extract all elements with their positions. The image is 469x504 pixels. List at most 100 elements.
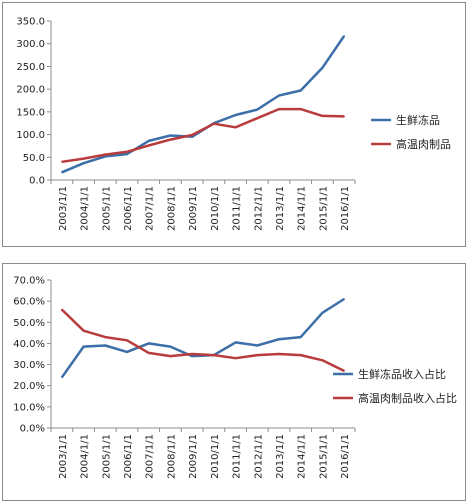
data-point bbox=[299, 336, 302, 338]
data-point bbox=[104, 344, 107, 347]
data-point bbox=[278, 94, 280, 97]
data-point bbox=[343, 370, 345, 372]
data-point bbox=[61, 171, 63, 174]
data-point bbox=[147, 144, 150, 147]
x-tick-label: 2016/1/1 bbox=[340, 434, 351, 479]
x-tick-label: 2003/1/1 bbox=[58, 186, 69, 231]
y-tick-label: 20.0% bbox=[13, 381, 45, 392]
data-point bbox=[169, 345, 172, 348]
data-point bbox=[61, 161, 63, 163]
data-point bbox=[191, 355, 193, 357]
x-tick-label: 2012/1/1 bbox=[253, 434, 264, 479]
data-point bbox=[278, 108, 280, 110]
data-point bbox=[82, 329, 85, 332]
y-tick-label: 150.0 bbox=[16, 107, 45, 118]
x-tick-label: 2015/1/1 bbox=[318, 186, 329, 231]
data-point bbox=[213, 122, 215, 125]
data-point bbox=[126, 351, 128, 353]
data-point bbox=[126, 153, 128, 155]
data-point bbox=[299, 108, 302, 110]
x-tick-label: 2009/1/1 bbox=[188, 434, 199, 479]
data-point bbox=[321, 311, 324, 314]
data-point bbox=[104, 336, 107, 338]
data-point bbox=[169, 355, 172, 357]
data-point bbox=[234, 114, 237, 116]
x-tick-label: 2013/1/1 bbox=[275, 434, 286, 479]
data-point bbox=[104, 155, 107, 158]
y-tick-label: 0.0 bbox=[29, 176, 45, 187]
series-line-1 bbox=[60, 297, 345, 379]
data-point bbox=[321, 115, 324, 117]
data-point bbox=[278, 353, 280, 355]
y-tick-label: 200.0 bbox=[16, 85, 45, 96]
y-tick-label: 70.0% bbox=[13, 276, 45, 287]
data-point bbox=[191, 136, 193, 138]
data-point bbox=[256, 354, 259, 356]
series-line-2 bbox=[61, 308, 345, 373]
data-point bbox=[147, 342, 150, 345]
x-tick-label: 2010/1/1 bbox=[210, 186, 221, 231]
data-point bbox=[126, 151, 128, 153]
x-tick-label: 2003/1/1 bbox=[58, 434, 69, 479]
x-tick-label: 2004/1/1 bbox=[80, 434, 91, 479]
x-tick-label: 2006/1/1 bbox=[123, 186, 134, 231]
data-point bbox=[147, 140, 150, 142]
data-point bbox=[256, 108, 259, 111]
x-tick-label: 2004/1/1 bbox=[80, 186, 91, 231]
y-tick-label: 60.0% bbox=[13, 297, 45, 308]
y-tick-label: 40.0% bbox=[13, 339, 45, 350]
y-tick-label: 0.0% bbox=[20, 424, 45, 435]
data-point bbox=[147, 352, 150, 354]
data-point bbox=[213, 354, 215, 356]
y-tick-label: 250.0 bbox=[16, 62, 45, 73]
data-point bbox=[191, 353, 193, 355]
x-tick-label: 2014/1/1 bbox=[297, 434, 308, 479]
y-tick-label: 100.0 bbox=[16, 130, 45, 141]
chart-panel-2: 0.0% 10.0% 20.0% 30.0% 40.0% 50.0% 60.0% 70.0% 2… bbox=[2, 263, 466, 501]
data-point bbox=[169, 138, 172, 141]
data-point bbox=[321, 359, 324, 362]
y-tick-label: 10.0% bbox=[13, 402, 45, 413]
data-point bbox=[61, 308, 63, 311]
legend-label-2: 高温肉制品收入占比 bbox=[358, 391, 457, 405]
data-point bbox=[82, 162, 85, 164]
x-tick-label: 2008/1/1 bbox=[166, 186, 177, 231]
x-tick-label: 2015/1/1 bbox=[318, 434, 329, 479]
data-point bbox=[299, 354, 302, 356]
x-tick-label: 2016/1/1 bbox=[340, 186, 351, 231]
chart-2-svg: 0.0% 10.0% 20.0% 30.0% 40.0% 50.0% 60.0% 70.0% 2… bbox=[13, 276, 457, 479]
data-point bbox=[321, 66, 324, 69]
chart-panel-1: 0.0 50.0 100.0 150.0 200.0 250.0 300.0 350.0 200… bbox=[2, 2, 466, 247]
x-tick-label: 2007/1/1 bbox=[145, 186, 156, 231]
data-point bbox=[82, 345, 85, 348]
data-point bbox=[104, 153, 107, 156]
data-point bbox=[191, 134, 193, 136]
x-tick-label: 2014/1/1 bbox=[297, 186, 308, 231]
data-point bbox=[343, 35, 345, 37]
x-tick-label: 2006/1/1 bbox=[123, 434, 134, 479]
data-point bbox=[169, 134, 172, 137]
y-tick-label: 50.0 bbox=[23, 153, 45, 164]
legend-label-1: 生鲜冻品 bbox=[396, 113, 440, 127]
data-point bbox=[256, 344, 259, 347]
series-line-1 bbox=[61, 35, 346, 174]
data-point bbox=[61, 376, 63, 379]
data-point bbox=[234, 126, 237, 129]
data-point bbox=[299, 89, 302, 92]
x-tick-label: 2013/1/1 bbox=[275, 186, 286, 231]
data-point bbox=[256, 117, 259, 120]
data-point bbox=[82, 157, 85, 160]
x-tick-label: 2012/1/1 bbox=[253, 186, 264, 231]
chart-1-svg: 0.0 50.0 100.0 150.0 200.0 250.0 300.0 350.0 200… bbox=[16, 17, 451, 231]
x-tick-label: 2010/1/1 bbox=[210, 434, 221, 479]
y-tick-label: 350.0 bbox=[16, 17, 45, 28]
data-point bbox=[234, 341, 237, 344]
data-point bbox=[234, 357, 237, 360]
x-tick-label: 2011/1/1 bbox=[232, 186, 243, 231]
y-tick-label: 300.0 bbox=[16, 39, 45, 50]
legend-label-1: 生鲜冻品收入占比 bbox=[358, 367, 446, 381]
x-tick-label: 2005/1/1 bbox=[101, 186, 112, 231]
x-tick-label: 2009/1/1 bbox=[188, 186, 199, 231]
y-tick-label: 50.0% bbox=[13, 318, 45, 329]
legend-label-2: 高温肉制品 bbox=[396, 137, 451, 151]
